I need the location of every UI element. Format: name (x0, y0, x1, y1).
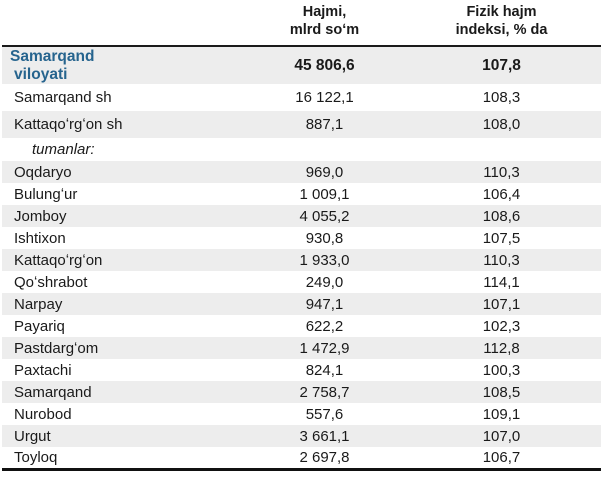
row-hajmi: 249,0 (305, 273, 344, 291)
row-hajmi: 2 697,8 (247, 447, 402, 471)
table-row: Ishtixon 930,8 107,5 (2, 227, 601, 249)
row-name: Pastdargʻom (14, 339, 99, 357)
row-hajmi: 824,1 (305, 361, 344, 379)
row-indeks: 109,1 (482, 405, 521, 423)
row-name: Urgut (14, 427, 51, 445)
table-row: Oqdaryo 969,0 110,3 (2, 161, 601, 184)
row-hajmi: 16 122,1 (295, 89, 354, 107)
row-indeks (402, 138, 601, 161)
row-hajmi: 1 009,1 (299, 185, 350, 203)
row-name: Bulungʻur (14, 185, 78, 203)
row-name: Narpay (14, 295, 63, 313)
table-row: Toyloq 2 697,8 106,7 (2, 447, 601, 471)
row-indeks: 110,3 (483, 251, 520, 269)
row-indeks: 108,3 (482, 89, 521, 107)
row-name: Paxtachi (14, 361, 72, 379)
table-row: Jomboy 4 055,2 108,6 (2, 205, 601, 228)
row-name: Samarqand (14, 383, 92, 401)
table-row: Paxtachi 824,1 100,3 (2, 359, 601, 381)
table-row: Samarqand 2 758,7 108,5 (2, 381, 601, 404)
row-hajmi: 2 758,7 (299, 383, 350, 401)
row-hajmi: 887,1 (305, 116, 344, 134)
row-hajmi: 622,2 (305, 317, 344, 335)
table-row: Payariq 622,2 102,3 (2, 315, 601, 337)
table-row-subheader: tumanlar: (2, 138, 601, 161)
row-name: Qoʻshrabot (14, 273, 88, 291)
row-name: Kattaqoʻrgʻon sh (14, 116, 123, 134)
row-indeks: 107,0 (482, 427, 521, 445)
header-row: Hajmi, mlrd soʻm Fizik hajm indeksi, % d… (2, 0, 601, 48)
row-hajmi: 4 055,2 (299, 207, 350, 225)
row-indeks: 112,8 (483, 339, 520, 357)
row-name: tumanlar: (32, 141, 95, 159)
row-hajmi: 1 472,9 (299, 339, 350, 357)
table-row: Pastdargʻom 1 472,9 112,8 (2, 337, 601, 360)
table-row: Kattaqoʻrgʻon sh 887,1 108,0 (2, 111, 601, 139)
row-indeks: 106,7 (402, 447, 601, 471)
row-hajmi: 3 661,1 (299, 427, 350, 445)
row-hajmi: 557,6 (305, 405, 344, 423)
row-indeks: 100,3 (482, 361, 521, 379)
statistics-table: Hajmi, mlrd soʻm Fizik hajm indeksi, % d… (2, 0, 601, 471)
row-indeks: 106,4 (482, 185, 521, 203)
row-name: Payariq (14, 317, 65, 335)
row-indeks: 107,8 (482, 56, 521, 74)
header-cell-hajmi: Hajmi, mlrd soʻm (247, 0, 402, 48)
row-hajmi: 947,1 (305, 295, 344, 313)
region-name-text: Samarqand viloyati (10, 48, 95, 83)
row-hajmi: 969,0 (305, 163, 344, 181)
row-name: Ishtixon (14, 229, 66, 247)
row-indeks: 108,0 (482, 116, 521, 134)
row-indeks: 108,6 (482, 207, 521, 225)
row-indeks: 114,1 (483, 273, 520, 291)
table-row: Qoʻshrabot 249,0 114,1 (2, 271, 601, 293)
row-hajmi: 45 806,6 (294, 56, 355, 74)
table-row: Samarqand sh 16 122,1 108,3 (2, 84, 601, 111)
table-row: Nurobod 557,6 109,1 (2, 403, 601, 425)
row-name: Oqdaryo (14, 163, 72, 181)
row-hajmi: 930,8 (305, 229, 344, 247)
row-indeks: 110,3 (483, 163, 520, 181)
row-hajmi (247, 138, 402, 161)
table-row: Kattaqoʻrgʻon 1 933,0 110,3 (2, 249, 601, 272)
table-row-region-total: Samarqand viloyati 45 806,6 107,8 (2, 46, 601, 85)
row-name: Toyloq (2, 447, 247, 471)
row-name: Samarqand sh (14, 89, 112, 107)
table-header: Hajmi, mlrd soʻm Fizik hajm indeksi, % d… (2, 0, 601, 48)
header-cell-name (2, 0, 247, 48)
row-hajmi: 1 933,0 (299, 251, 350, 269)
row-indeks: 107,5 (482, 229, 521, 247)
row-name: Jomboy (14, 207, 67, 225)
row-indeks: 108,5 (482, 383, 521, 401)
table-row: Narpay 947,1 107,1 (2, 293, 601, 316)
row-name: Kattaqoʻrgʻon (14, 251, 103, 269)
row-name: Nurobod (14, 405, 72, 423)
row-name: Samarqand viloyati (2, 46, 247, 84)
table-row: Bulungʻur 1 009,1 106,4 (2, 183, 601, 205)
row-indeks: 107,1 (482, 295, 521, 313)
header-cell-indeks: Fizik hajm indeksi, % da (402, 0, 601, 48)
table-row: Urgut 3 661,1 107,0 (2, 425, 601, 448)
row-indeks: 102,3 (482, 317, 521, 335)
